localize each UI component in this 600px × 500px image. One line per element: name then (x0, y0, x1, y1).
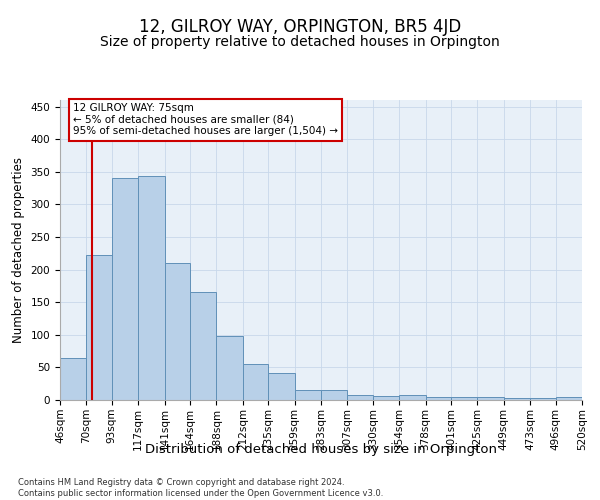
Bar (347, 395, 373, 400)
Bar (425, 398, 451, 400)
Bar (321, 390, 347, 400)
Text: Distribution of detached houses by size in Orpington: Distribution of detached houses by size … (145, 442, 497, 456)
Text: Size of property relative to detached houses in Orpington: Size of property relative to detached ho… (100, 35, 500, 49)
Bar (504, 398, 530, 400)
Text: 12, GILROY WAY, ORPINGTON, BR5 4JD: 12, GILROY WAY, ORPINGTON, BR5 4JD (139, 18, 461, 36)
Bar (556, 396, 582, 400)
Bar (217, 336, 243, 400)
Bar (399, 396, 425, 400)
Bar (268, 372, 295, 400)
Bar (478, 396, 504, 400)
Text: 12 GILROY WAY: 75sqm
← 5% of detached houses are smaller (84)
95% of semi-detach: 12 GILROY WAY: 75sqm ← 5% of detached ho… (73, 104, 338, 136)
Bar (164, 263, 190, 400)
Bar (112, 178, 138, 400)
Bar (530, 398, 556, 400)
Y-axis label: Number of detached properties: Number of detached properties (12, 157, 25, 343)
Bar (295, 390, 321, 400)
Text: Contains HM Land Registry data © Crown copyright and database right 2024.
Contai: Contains HM Land Registry data © Crown c… (18, 478, 383, 498)
Bar (60, 358, 86, 400)
Bar (373, 396, 399, 400)
Bar (138, 176, 164, 400)
Bar (243, 364, 268, 400)
Bar (451, 398, 478, 400)
Bar (86, 255, 112, 400)
Bar (190, 292, 217, 400)
